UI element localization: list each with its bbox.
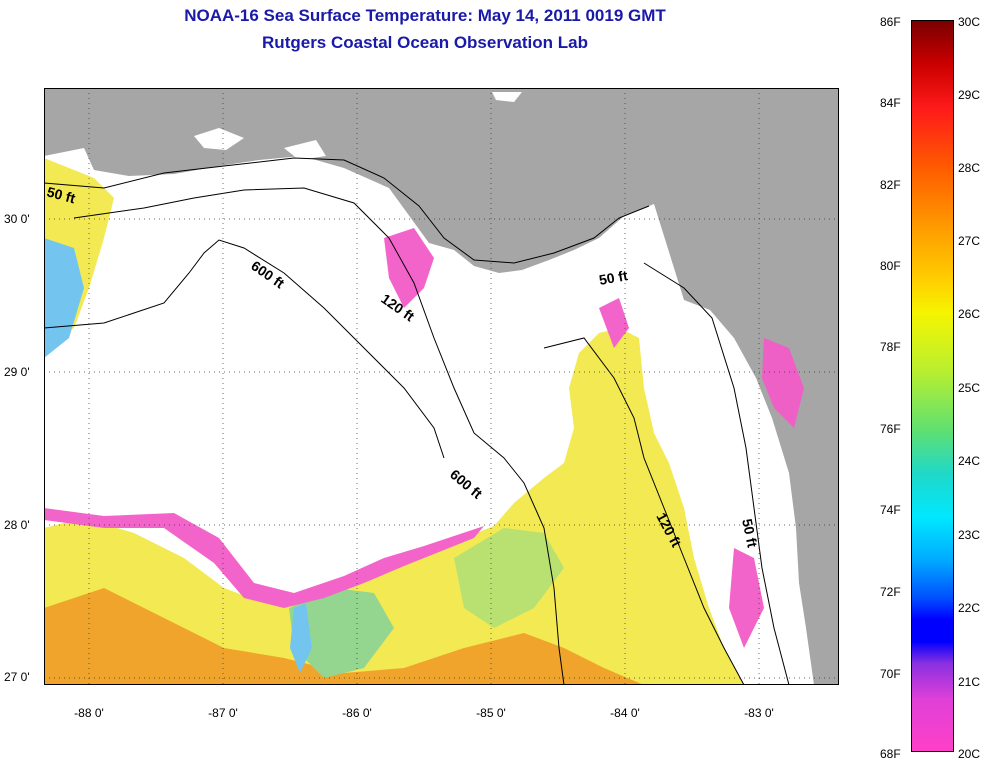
lon-label: -86 0' [342, 706, 372, 720]
contour-label: 50 ft [739, 517, 761, 549]
colorbar-f-label: 76F [880, 422, 901, 436]
colorbar-f-label: 82F [880, 178, 901, 192]
colorbar-c-label: 25C [958, 381, 981, 395]
lat-label-27: 27 0' [4, 670, 30, 684]
colorbar-f-label: 74F [880, 503, 901, 517]
colorbar-f-label: 72F [880, 585, 901, 599]
colorbar-c-label: 21C [958, 675, 981, 689]
colorbar-c-label: 23C [958, 528, 981, 542]
lat-label-28: 28 0' [4, 518, 30, 532]
sst-map: 50 ft 600 ft 120 ft 50 ft 600 ft 120 ft … [44, 88, 839, 685]
lon-label: -87 0' [208, 706, 238, 720]
map-title: NOAA-16 Sea Surface Temperature: May 14,… [184, 6, 666, 25]
lon-label: -83 0' [744, 706, 774, 720]
contour-label: 50 ft [598, 267, 629, 288]
colorbar-c-label: 26C [958, 307, 981, 321]
colorbar-f-label: 78F [880, 340, 901, 354]
colorbar-f-label: 80F [880, 259, 901, 273]
colorbar-f-label: 86F [880, 15, 901, 29]
colorbar-f-label: 68F [880, 747, 901, 761]
colorbar-c-label: 24C [958, 454, 981, 468]
map-subtitle: Rutgers Coastal Ocean Observation Lab [262, 33, 588, 52]
lat-label-29: 29 0' [4, 365, 30, 379]
colorbar-f-label: 70F [880, 667, 901, 681]
colorbar-c-label: 29C [958, 88, 981, 102]
lon-label: -88 0' [74, 706, 104, 720]
colorbar-f-label: 84F [880, 96, 901, 110]
colorbar-c-label: 28C [958, 161, 981, 175]
temperature-colorbar [911, 20, 954, 752]
colorbar-c-label: 20C [958, 747, 981, 761]
land-mass [44, 88, 839, 685]
lat-label-30: 30 0' [4, 212, 30, 226]
contour-label: 50 ft [45, 183, 77, 206]
lon-label: -84 0' [610, 706, 640, 720]
lon-label: -85 0' [476, 706, 506, 720]
colorbar-c-label: 22C [958, 601, 981, 615]
colorbar-c-label: 30C [958, 15, 981, 29]
colorbar-c-label: 27C [958, 234, 981, 248]
